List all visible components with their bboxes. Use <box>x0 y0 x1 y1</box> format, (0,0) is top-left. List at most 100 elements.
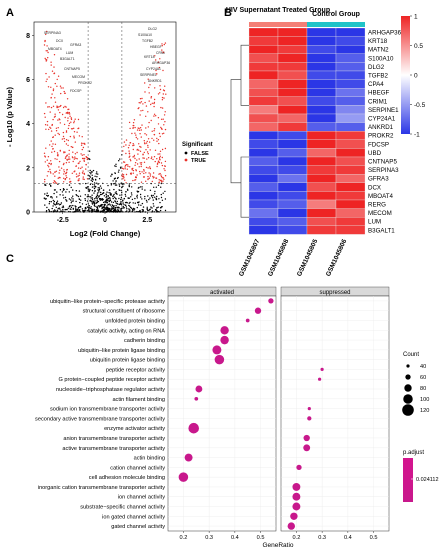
count-legend-label: 80 <box>420 386 426 392</box>
volcano-point-significant <box>143 161 146 163</box>
volcano-point <box>141 198 143 200</box>
heatmap-cell <box>248 156 279 166</box>
volcano-point <box>69 211 72 213</box>
volcano-point-significant <box>163 132 165 134</box>
heatmap-cell <box>335 36 366 46</box>
volcano-point <box>114 197 117 199</box>
dot-suppressed <box>320 367 324 371</box>
volcano-point-significant <box>81 157 84 160</box>
heatmap-gene-label: TGFB2 <box>368 73 388 80</box>
volcano-point <box>105 208 107 210</box>
volcano-point-significant <box>57 119 59 121</box>
volcano-point <box>112 195 115 197</box>
volcano-point-significant <box>149 175 152 177</box>
volcano-point-significant <box>134 126 136 129</box>
dot-suppressed <box>296 464 302 471</box>
volcano-point-significant <box>81 136 83 138</box>
volcano-point <box>118 211 121 213</box>
volcano-point-significant <box>153 128 156 130</box>
volcano-gene-label: GFRA3 <box>70 43 81 47</box>
volcano-point <box>90 179 92 181</box>
term-label: catalytic activity, acting on RNA <box>87 328 165 334</box>
volcano-point <box>91 202 93 204</box>
volcano-point <box>91 190 94 192</box>
volcano-point-significant <box>133 144 135 146</box>
term-label: ubiquitin−like protein−specific protease… <box>50 299 165 305</box>
volcano-point <box>89 189 91 191</box>
heatmap-cell <box>248 182 279 192</box>
volcano-point <box>47 194 49 197</box>
volcano-point <box>137 187 140 189</box>
volcano-point-significant <box>147 146 149 148</box>
volcano-point <box>91 198 94 201</box>
volcano-point-significant <box>65 106 67 108</box>
volcano-point <box>88 175 91 177</box>
volcano-point <box>114 209 117 211</box>
volcano-point <box>122 202 124 204</box>
heatmap-cell <box>335 174 366 183</box>
volcano-point-significant <box>59 122 61 124</box>
heatmap-cell <box>277 148 308 158</box>
volcano-point <box>121 192 123 194</box>
term-label: secondary active transmembrane transport… <box>35 416 165 422</box>
volcano-point-significant <box>78 135 81 137</box>
volcano-point-significant <box>159 85 161 87</box>
term-label: ubiquitin protein ligase binding <box>90 358 165 364</box>
volcano-point <box>93 184 96 186</box>
volcano-point <box>63 188 65 191</box>
volcano-point <box>119 208 121 210</box>
volcano-point <box>132 209 134 211</box>
term-label: ubiquitin−like protein ligase binding <box>78 348 165 354</box>
volcano-point <box>164 198 167 200</box>
volcano-point-significant <box>161 45 163 47</box>
volcano-point-significant <box>154 160 156 163</box>
volcano-point-significant <box>65 175 67 177</box>
volcano-point-significant <box>127 165 129 167</box>
volcano-point <box>162 192 164 194</box>
volcano-point <box>62 208 64 211</box>
heatmap-cell <box>306 79 337 89</box>
term-label: G protein−coupled peptide receptor activ… <box>59 377 166 383</box>
volcano-point-significant <box>141 97 143 100</box>
volcano-point <box>72 211 74 213</box>
heatmap-color-scale <box>401 16 410 134</box>
volcano-point-significant <box>49 126 51 128</box>
volcano-point <box>118 197 120 200</box>
volcano-point <box>128 183 131 185</box>
volcano-point-significant <box>127 164 129 166</box>
volcano-point <box>115 192 118 195</box>
dot-activated <box>220 335 229 345</box>
volcano-point-significant <box>149 167 151 170</box>
volcano-gene-label: S100A10 <box>138 33 152 37</box>
volcano-point <box>75 190 78 192</box>
x-tick-label: 0.3 <box>205 535 213 541</box>
volcano-point <box>70 199 72 201</box>
volcano-point-significant <box>63 181 65 183</box>
volcano-gene-label: ARHGAP36 <box>152 61 170 65</box>
dot-suppressed <box>292 502 301 511</box>
volcano-point <box>101 208 103 210</box>
volcano-point <box>124 201 127 204</box>
x-tick-label: 0.5 <box>257 535 265 541</box>
volcano-point-significant <box>158 161 160 163</box>
volcano-point-significant <box>45 102 47 104</box>
heatmap-cell <box>306 96 337 106</box>
volcano-point-significant <box>140 101 143 103</box>
volcano-point <box>138 204 140 206</box>
volcano-point-significant <box>63 92 66 95</box>
volcano-point <box>97 200 100 203</box>
volcano-point-significant <box>60 104 62 107</box>
volcano-point-significant <box>74 153 77 155</box>
volcano-point-significant <box>148 100 150 102</box>
volcano-point <box>116 202 118 205</box>
volcano-point <box>61 210 63 212</box>
volcano-point <box>44 193 46 195</box>
volcano-gene-label: CNTNAP5 <box>64 67 80 71</box>
heatmap-cell <box>277 79 308 89</box>
volcano-point <box>134 211 136 213</box>
heatmap-cell <box>277 182 308 192</box>
volcano-point <box>44 184 46 186</box>
volcano-point-significant <box>83 142 86 145</box>
volcano-point <box>81 208 84 210</box>
